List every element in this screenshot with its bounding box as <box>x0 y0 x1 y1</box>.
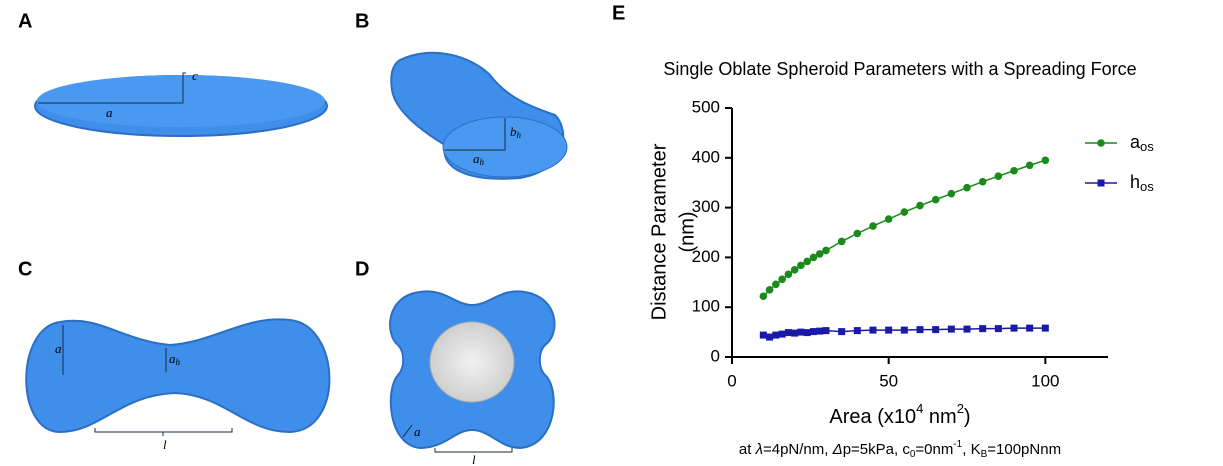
marker <box>1041 156 1050 165</box>
panel-label: C <box>18 258 32 280</box>
marker <box>766 333 774 341</box>
annotation: a <box>55 341 62 356</box>
hole <box>429 321 515 403</box>
marker <box>778 275 786 284</box>
legend-marker <box>1097 179 1105 187</box>
marker <box>797 261 805 270</box>
x-tick-label: 50 <box>879 371 898 390</box>
y-tick-label: 200 <box>692 247 720 266</box>
annotation: bh <box>510 124 522 140</box>
marker <box>822 327 830 335</box>
marker <box>1025 161 1034 170</box>
marker <box>932 326 940 334</box>
y-tick-label: 0 <box>711 346 720 365</box>
legend-text: h <box>1130 172 1140 192</box>
marker <box>790 266 799 274</box>
chart-title: Single Oblate Spheroid Parameters with a… <box>663 59 1136 79</box>
marker <box>900 326 908 334</box>
series-line <box>762 159 1046 297</box>
marker <box>797 328 805 336</box>
annotation: l <box>472 452 476 466</box>
legend-marker <box>1097 139 1105 147</box>
marker <box>1010 166 1018 175</box>
y-axis-label: Distance Parameter <box>648 143 670 320</box>
marker <box>837 237 846 246</box>
marker <box>916 201 924 210</box>
x-axis-label: Area (x104 nm2) <box>829 401 970 428</box>
dimension <box>38 72 186 104</box>
annotation: a <box>106 105 113 120</box>
marker <box>1010 324 1018 332</box>
legend-subscript: os <box>1140 179 1154 194</box>
marker <box>815 250 824 258</box>
footnote: at λ=4pN/nm, Δp=5kPa, c0=0nm-1, KB=100pN… <box>739 439 1061 460</box>
y-tick-label: 500 <box>692 97 720 116</box>
marker <box>772 280 780 289</box>
legend-label: aos <box>1130 132 1154 155</box>
x-tick-label: 100 <box>1031 371 1059 390</box>
marker <box>759 292 768 301</box>
marker <box>765 285 774 294</box>
annotation: ah <box>169 351 181 367</box>
y-axis-label: (nm) <box>676 211 698 252</box>
y-tick-label: 100 <box>692 297 720 316</box>
dimension <box>62 325 233 436</box>
y-tick-label: 400 <box>692 147 720 166</box>
y-tick-label: 300 <box>692 197 720 216</box>
marker <box>885 326 893 334</box>
marker <box>900 208 909 216</box>
marker <box>809 328 817 336</box>
marker <box>816 327 824 335</box>
marker <box>978 177 987 186</box>
legend-text: a <box>1130 132 1141 152</box>
marker <box>994 172 1003 181</box>
shape <box>37 75 325 127</box>
marker <box>803 329 811 337</box>
legend-label: hos <box>1130 172 1154 195</box>
marker <box>809 253 818 262</box>
shape <box>25 318 331 434</box>
annotation: l <box>163 437 167 452</box>
panel-label: B <box>355 10 369 32</box>
marker <box>784 270 793 279</box>
dimension <box>445 118 506 151</box>
marker <box>853 327 861 335</box>
marker <box>853 229 862 238</box>
marker <box>916 326 924 334</box>
marker <box>1026 324 1034 332</box>
legend-subscript: os <box>1140 139 1154 154</box>
marker <box>838 328 846 336</box>
marker <box>822 246 830 255</box>
marker <box>963 183 971 192</box>
marker <box>884 215 893 223</box>
marker <box>947 189 956 198</box>
panel-label: D <box>355 258 369 280</box>
marker <box>979 325 987 333</box>
marker <box>963 325 971 333</box>
marker <box>947 325 955 333</box>
marker <box>1041 324 1049 332</box>
marker <box>784 329 792 337</box>
x-tick-label: 0 <box>727 371 736 390</box>
panel-label: E <box>612 2 625 24</box>
marker <box>869 326 877 334</box>
marker <box>772 331 780 339</box>
annotation: c <box>192 68 198 83</box>
annotation: ah <box>473 151 485 167</box>
marker <box>778 330 786 338</box>
annotation: a <box>414 424 421 439</box>
panel-label: A <box>18 10 32 32</box>
marker <box>931 195 940 204</box>
marker <box>759 331 767 339</box>
marker <box>869 222 877 230</box>
marker <box>791 329 799 337</box>
dimension <box>402 424 513 453</box>
marker <box>803 257 811 266</box>
marker <box>994 325 1002 333</box>
